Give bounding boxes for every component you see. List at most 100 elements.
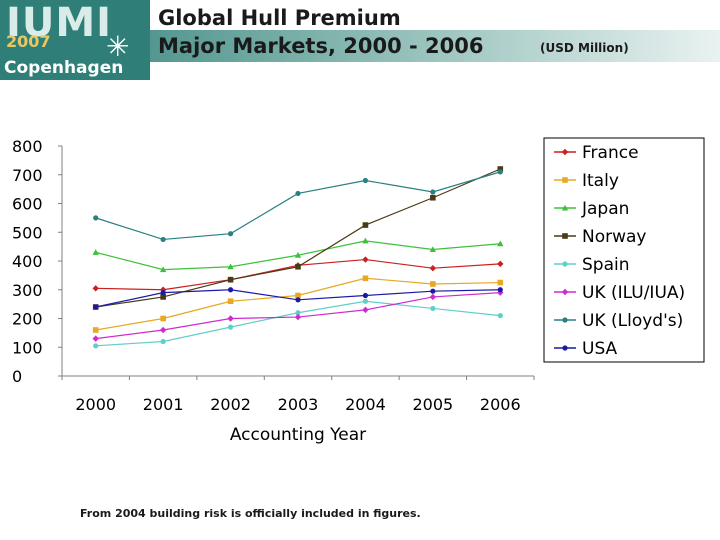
- data-point: [497, 240, 504, 247]
- x-tick-label: 2000: [75, 395, 116, 414]
- legend-label: France: [582, 143, 639, 163]
- data-point: [160, 338, 166, 345]
- data-point: [160, 236, 166, 243]
- legend-box: [543, 137, 705, 363]
- y-tick-label: 500: [12, 223, 43, 242]
- x-tick-label: 2002: [210, 395, 251, 414]
- legend-label: Norway: [582, 227, 647, 247]
- data-point: [93, 215, 99, 221]
- data-point: [92, 285, 99, 292]
- legend-swatch-marker: [562, 261, 568, 267]
- data-point: [430, 305, 436, 312]
- line-chart: 0 100 200 300 400 500 600 700 800 2000 2001 2002 200…: [12, 137, 705, 445]
- data-point: [159, 286, 167, 293]
- data-point: [362, 292, 369, 299]
- logo-main-text: IUMI: [6, 0, 113, 46]
- legend-label: Spain: [582, 255, 630, 275]
- data-point: [429, 264, 437, 272]
- data-point: [227, 315, 234, 322]
- y-tick-label: 700: [12, 166, 43, 185]
- legend-label: UK (Lloyd's): [582, 311, 683, 331]
- x-tick-label: 2001: [143, 395, 184, 414]
- x-axis-title: Accounting Year: [230, 425, 366, 445]
- legend-label: UK (ILU/IUA): [582, 283, 685, 303]
- data-point: [92, 249, 99, 255]
- data-point: [295, 292, 301, 299]
- data-point: [430, 281, 436, 287]
- data-point: [294, 313, 302, 321]
- data-point: [159, 266, 167, 273]
- data-point: [160, 315, 166, 322]
- legend-swatch-marker: [562, 345, 568, 351]
- y-tick-label: 200: [12, 310, 43, 329]
- data-point: [295, 190, 301, 197]
- data-point: [430, 288, 436, 294]
- logo-city: Copenhagen: [4, 58, 124, 78]
- data-point: [497, 166, 504, 172]
- series-line: [95, 277, 501, 331]
- footnote: From 2004 building risk is officially in…: [80, 507, 421, 520]
- data-point: [92, 327, 99, 333]
- data-point: [227, 263, 234, 270]
- conference-logo: IUMI 2007 Copenhagen ✳: [0, 0, 150, 80]
- data-point: [362, 177, 369, 184]
- data-point: [430, 194, 436, 201]
- data-point: [497, 313, 503, 319]
- title-line-1: Global Hull Premium: [158, 6, 401, 30]
- data-point: [430, 189, 436, 195]
- data-point: [159, 326, 167, 334]
- y-tick-label: 400: [12, 252, 43, 271]
- title-line-2: Major Markets, 2000 - 2006: [158, 34, 484, 58]
- legend-label: USA: [582, 339, 618, 359]
- title-units: (USD Million): [540, 41, 629, 55]
- data-point: [362, 275, 369, 282]
- data-point: [294, 252, 302, 258]
- data-point: [362, 256, 369, 263]
- x-tick-label: 2006: [480, 395, 521, 414]
- legend-label: Italy: [582, 171, 619, 191]
- data-point: [295, 310, 301, 316]
- legend-label: Japan: [581, 199, 629, 219]
- data-point: [362, 306, 369, 314]
- page-title: Global Hull Premium Major Markets, 2000 …: [158, 4, 484, 60]
- legend-swatch-marker: [561, 288, 569, 296]
- data-point: [92, 335, 99, 342]
- data-point: [93, 304, 99, 310]
- data-point: [93, 343, 99, 349]
- y-tick-label: 600: [12, 195, 43, 214]
- data-point: [497, 279, 504, 286]
- y-tick-label: 800: [12, 137, 43, 156]
- data-point: [497, 287, 503, 293]
- data-point: [227, 276, 234, 283]
- y-tick-label: 100: [12, 338, 43, 357]
- x-tick-label: 2004: [345, 395, 386, 414]
- data-point: [362, 298, 369, 304]
- legend-swatch-marker: [561, 148, 569, 156]
- data-point: [227, 231, 234, 237]
- logo-year: 2007: [6, 32, 51, 51]
- data-point: [429, 246, 437, 253]
- data-point: [497, 169, 503, 175]
- data-point: [295, 297, 301, 303]
- data-point: [362, 237, 369, 244]
- data-point: [362, 222, 369, 228]
- star-icon: ✳: [106, 30, 130, 63]
- data-point: [160, 294, 166, 300]
- legend-swatch-marker: [561, 204, 569, 211]
- data-point: [429, 293, 437, 301]
- x-tick-label: 2005: [412, 395, 453, 414]
- data-point: [497, 260, 504, 268]
- data-point: [227, 287, 234, 293]
- data-point: [227, 324, 234, 330]
- series-line: [95, 171, 501, 241]
- x-tick-label: 2003: [278, 395, 319, 414]
- legend-swatch-marker: [562, 233, 568, 239]
- y-tick-label: 0: [12, 367, 22, 386]
- data-point: [227, 298, 234, 305]
- legend-swatch-marker: [562, 177, 568, 183]
- series-line: [95, 300, 501, 347]
- data-point: [160, 290, 166, 296]
- data-point: [295, 263, 301, 270]
- y-tick-label: 300: [12, 281, 43, 300]
- legend-swatch-marker: [562, 317, 568, 323]
